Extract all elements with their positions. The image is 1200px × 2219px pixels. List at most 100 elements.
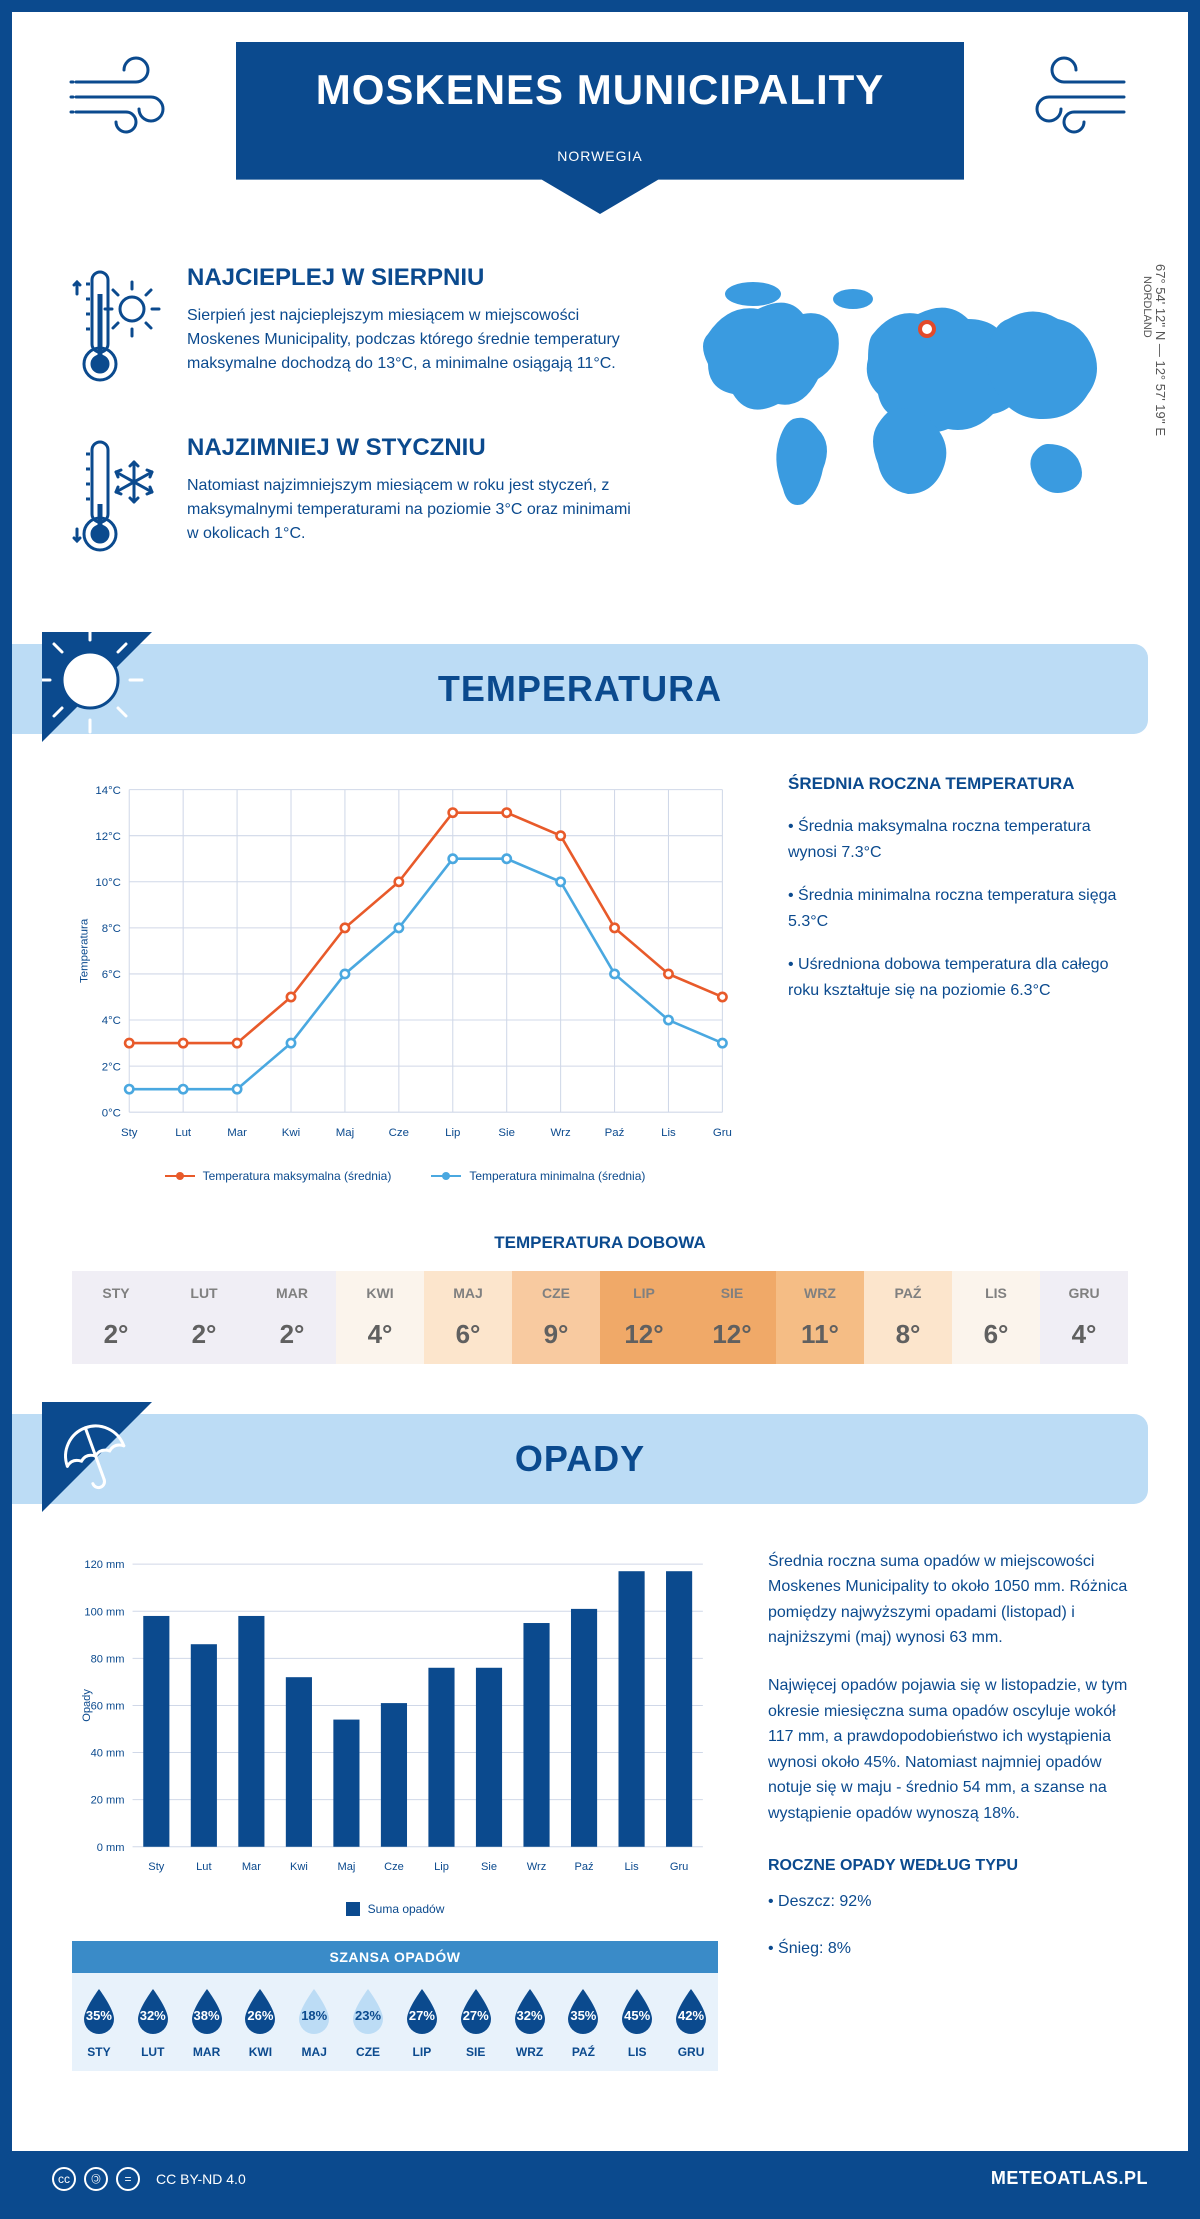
legend-precip: Suma opadów — [346, 1902, 445, 1916]
svg-text:4°C: 4°C — [102, 1015, 121, 1027]
chance-table: SZANSA OPADÓW 35% STY 32% LUT 38% MAR 26… — [72, 1941, 718, 2071]
svg-text:Sie: Sie — [498, 1127, 515, 1139]
daily-temp-cell: LIS6° — [952, 1271, 1040, 1364]
warmest-text: Sierpień jest najcieplejszym miesiącem w… — [187, 304, 638, 376]
temp-bullet: • Średnia maksymalna roczna temperatura … — [788, 814, 1128, 865]
wind-icon-right — [994, 42, 1134, 142]
svg-text:60 mm: 60 mm — [91, 1700, 125, 1712]
daily-temp-cell: MAJ6° — [424, 1271, 512, 1364]
svg-text:Temperatura: Temperatura — [79, 918, 91, 983]
chance-cell: 35% PAŹ — [556, 1987, 610, 2059]
chance-cell: 26% KWI — [233, 1987, 287, 2059]
svg-text:Maj: Maj — [337, 1861, 355, 1873]
precip-type-heading: ROCZNE OPADY WEDŁUG TYPU — [768, 1857, 1128, 1875]
daily-temp-cell: STY2° — [72, 1271, 160, 1364]
svg-text:Sty: Sty — [148, 1861, 164, 1873]
svg-text:Kwi: Kwi — [282, 1127, 300, 1139]
daily-temp-cell: MAR2° — [248, 1271, 336, 1364]
thermometer-hot-icon — [72, 264, 162, 399]
thermometer-cold-icon — [72, 434, 162, 569]
page-title: MOSKENES MUNICIPALITY — [316, 66, 885, 114]
temperature-section-header: TEMPERATURA — [12, 644, 1148, 734]
chance-cell: 38% MAR — [180, 1987, 234, 2059]
svg-text:0 mm: 0 mm — [97, 1841, 125, 1853]
coldest-title: NAJZIMNIEJ W STYCZNIU — [187, 434, 638, 462]
chance-cell: 27% LIP — [395, 1987, 449, 2059]
svg-text:10°C: 10°C — [95, 877, 121, 889]
svg-text:Lis: Lis — [624, 1861, 639, 1873]
precip-paragraph: Najwięcej opadów pojawia się w listopadz… — [768, 1673, 1128, 1827]
header: MOSKENES MUNICIPALITY NORWEGIA — [12, 12, 1188, 234]
svg-text:Paź: Paź — [574, 1861, 593, 1873]
svg-text:Lis: Lis — [661, 1127, 676, 1139]
title-ribbon: MOSKENES MUNICIPALITY NORWEGIA — [236, 42, 965, 214]
footer: cc 🄯 = CC BY-ND 4.0 METEOATLAS.PL — [12, 2151, 1188, 2207]
site-name: METEOATLAS.PL — [991, 2168, 1148, 2189]
warmest-fact: NAJCIEPLEJ W SIERPNIU Sierpień jest najc… — [72, 264, 638, 399]
daily-temp-cell: SIE12° — [688, 1271, 776, 1364]
svg-text:Gru: Gru — [713, 1127, 732, 1139]
svg-text:Gru: Gru — [670, 1861, 689, 1873]
warmest-title: NAJCIEPLEJ W SIERPNIU — [187, 264, 638, 292]
svg-text:Kwi: Kwi — [290, 1861, 308, 1873]
daily-temp-cell: GRU4° — [1040, 1271, 1128, 1364]
precipitation-bar-chart: 0 mm20 mm40 mm60 mm80 mm100 mm120 mmStyL… — [72, 1549, 718, 2071]
daily-temp-cell: LUT2° — [160, 1271, 248, 1364]
daily-temp-title: TEMPERATURA DOBOWA — [12, 1233, 1188, 1253]
coldest-text: Natomiast najzimniejszym miesiącem w rok… — [187, 474, 638, 546]
chance-cell: 27% SIE — [449, 1987, 503, 2059]
svg-text:20 mm: 20 mm — [91, 1794, 125, 1806]
svg-text:Lip: Lip — [434, 1861, 449, 1873]
world-map: 67° 54' 12'' N — 12° 57' 19'' E NORDLAND — [678, 264, 1128, 604]
svg-text:Mar: Mar — [227, 1127, 247, 1139]
cc-icon: cc — [52, 2167, 76, 2191]
chance-cell: 45% LIS — [610, 1987, 664, 2059]
sun-icon — [42, 632, 152, 742]
precip-type: • Śnieg: 8% — [768, 1936, 1128, 1962]
temperature-heading: TEMPERATURA — [162, 668, 1148, 710]
legend-min: Temperatura minimalna (średnia) — [431, 1169, 645, 1183]
svg-text:Opady: Opady — [81, 1688, 93, 1721]
country-label: NORWEGIA — [316, 148, 885, 164]
chance-title: SZANSA OPADÓW — [72, 1941, 718, 1973]
svg-text:Sty: Sty — [121, 1127, 138, 1139]
intro-section: NAJCIEPLEJ W SIERPNIU Sierpień jest najc… — [12, 234, 1188, 644]
chance-cell: 23% CZE — [341, 1987, 395, 2059]
legend-max: Temperatura maksymalna (średnia) — [165, 1169, 392, 1183]
precipitation-info: Średnia roczna suma opadów w miejscowośc… — [768, 1549, 1128, 2071]
svg-text:Wrz: Wrz — [527, 1861, 547, 1873]
chance-cell: 35% STY — [72, 1987, 126, 2059]
daily-temp-table: STY2°LUT2°MAR2°KWI4°MAJ6°CZE9°LIP12°SIE1… — [72, 1271, 1128, 1364]
svg-text:Maj: Maj — [336, 1127, 354, 1139]
chance-cell: 42% GRU — [664, 1987, 718, 2059]
daily-temp-cell: PAŹ8° — [864, 1271, 952, 1364]
page-frame: MOSKENES MUNICIPALITY NORWEGIA — [0, 0, 1200, 2219]
svg-text:Wrz: Wrz — [551, 1127, 571, 1139]
daily-temp-cell: WRZ11° — [776, 1271, 864, 1364]
temperature-info: ŚREDNIA ROCZNA TEMPERATURA • Średnia mak… — [788, 774, 1128, 1183]
daily-temp-cell: KWI4° — [336, 1271, 424, 1364]
chance-cell: 32% LUT — [126, 1987, 180, 2059]
temp-info-heading: ŚREDNIA ROCZNA TEMPERATURA — [788, 774, 1128, 794]
precip-type: • Deszcz: 92% — [768, 1889, 1128, 1915]
svg-text:100 mm: 100 mm — [84, 1606, 124, 1618]
svg-text:Lut: Lut — [175, 1127, 192, 1139]
svg-text:Sie: Sie — [481, 1861, 497, 1873]
location-marker — [918, 320, 936, 338]
svg-text:Lut: Lut — [196, 1861, 211, 1873]
svg-text:80 mm: 80 mm — [91, 1653, 125, 1665]
svg-text:120 mm: 120 mm — [84, 1559, 124, 1571]
temp-bullet: • Średnia minimalna roczna temperatura s… — [788, 883, 1128, 934]
wind-icon-left — [66, 42, 206, 142]
svg-text:Mar: Mar — [242, 1861, 261, 1873]
chance-cell: 32% WRZ — [503, 1987, 557, 2059]
daily-temp-cell: LIP12° — [600, 1271, 688, 1364]
chance-cell: 18% MAJ — [287, 1987, 341, 2059]
svg-text:12°C: 12°C — [95, 831, 121, 843]
precip-paragraph: Średnia roczna suma opadów w miejscowośc… — [768, 1549, 1128, 1651]
nd-icon: = — [116, 2167, 140, 2191]
svg-text:Lip: Lip — [445, 1127, 460, 1139]
svg-text:6°C: 6°C — [102, 969, 121, 981]
coldest-fact: NAJZIMNIEJ W STYCZNIU Natomiast najzimni… — [72, 434, 638, 569]
coordinates: 67° 54' 12'' N — 12° 57' 19'' E NORDLAND — [1141, 264, 1168, 436]
